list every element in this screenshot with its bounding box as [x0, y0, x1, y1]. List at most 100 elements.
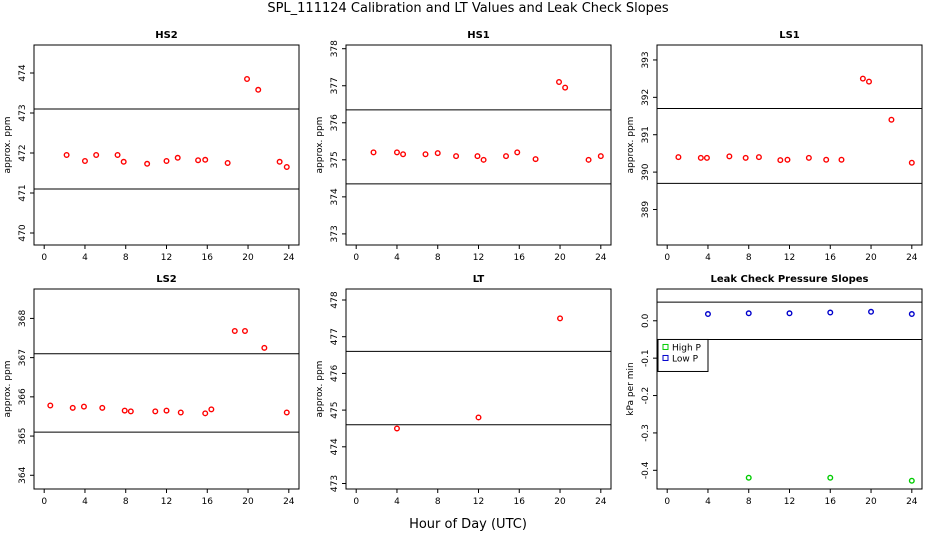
data-point	[121, 407, 128, 414]
x-tick-label: 20	[242, 497, 254, 507]
data-point	[276, 158, 283, 165]
x-tick-label: 8	[746, 497, 752, 507]
data-point	[453, 153, 460, 160]
x-tick-label: 16	[202, 497, 214, 507]
data-point	[202, 410, 209, 417]
data-point	[675, 154, 682, 161]
x-tick-label: 12	[784, 253, 795, 263]
plot-frame	[33, 44, 300, 246]
legend-marker	[662, 343, 669, 350]
x-tick-label: 16	[202, 253, 214, 263]
x-tick-label: 4	[82, 497, 88, 507]
data-point	[47, 402, 54, 409]
x-tick-label: 20	[554, 497, 566, 507]
y-tick-label: 374	[330, 188, 340, 205]
y-tick-label: 471	[18, 184, 28, 201]
data-point	[63, 151, 70, 158]
x-tick-label: 4	[705, 497, 711, 507]
data-point	[127, 408, 134, 415]
y-tick-label: -0.1	[641, 349, 651, 367]
y-tick-label: 475	[330, 402, 340, 419]
data-point	[697, 154, 704, 161]
y-tick-label: 474	[18, 64, 28, 81]
x-tick-label: 4	[394, 253, 400, 263]
panel-1: HS2 0 4 8 12 16 20 24 470 471 472 473 474 approx. ppm	[3, 30, 300, 263]
data-point	[202, 156, 209, 163]
data-point	[827, 309, 834, 316]
y-axis-label: approx. ppm	[315, 361, 325, 418]
y-tick-label: 391	[641, 126, 651, 143]
y-tick-label: 393	[641, 51, 651, 68]
y-tick-label: 473	[330, 475, 340, 492]
data-point	[163, 407, 170, 414]
y-tick-label: 368	[18, 310, 28, 327]
data-point	[585, 156, 592, 163]
data-point	[283, 409, 290, 416]
y-tick-label: 477	[330, 328, 340, 345]
plot-frame	[656, 44, 923, 246]
panel-title: HS2	[155, 30, 178, 41]
x-tick-label: 0	[41, 497, 47, 507]
x-tick-label: 8	[435, 253, 441, 263]
data-point	[81, 157, 88, 164]
x-tick-label: 20	[554, 253, 566, 263]
panel-2: HS1 0 4 8 12 16 20 24 373 374 375 376 377 378 approx. …	[315, 30, 612, 263]
x-tick-label: 8	[746, 253, 752, 263]
x-tick-label: 8	[123, 253, 129, 263]
x-tick-label: 16	[514, 253, 526, 263]
x-tick-label: 16	[825, 253, 837, 263]
x-tick-label: 24	[906, 253, 918, 263]
x-tick-label: 0	[664, 253, 670, 263]
plot-frame	[656, 288, 923, 490]
legend-entry: High P	[672, 343, 702, 353]
legend-marker	[662, 354, 669, 361]
data-point	[755, 154, 762, 161]
plot-frame	[345, 288, 612, 490]
data-point	[827, 474, 834, 481]
x-tick-label: 20	[865, 497, 877, 507]
y-tick-label: 373	[330, 225, 340, 242]
y-tick-label: 365	[18, 427, 28, 444]
y-tick-label: 366	[18, 388, 28, 405]
x-tick-label: 4	[705, 253, 711, 263]
data-point	[474, 153, 481, 160]
data-point	[152, 408, 159, 415]
data-point	[174, 154, 181, 161]
x-tick-label: 20	[242, 253, 254, 263]
x-tick-label: 8	[123, 497, 129, 507]
data-point	[69, 404, 76, 411]
data-point	[704, 311, 711, 318]
data-point	[866, 78, 873, 85]
x-tick-label: 16	[825, 497, 837, 507]
y-tick-label: 0.0	[641, 313, 651, 328]
data-point	[208, 406, 215, 413]
x-tick-label: 0	[353, 253, 359, 263]
data-point	[838, 156, 845, 163]
y-tick-label: 378	[330, 40, 340, 57]
data-point	[859, 75, 866, 82]
data-point	[777, 157, 784, 164]
x-tick-label: 12	[161, 497, 172, 507]
data-point	[224, 159, 231, 166]
data-point	[400, 151, 407, 158]
x-tick-label: 0	[41, 253, 47, 263]
x-tick-label: 16	[514, 497, 526, 507]
plot-frame	[345, 44, 612, 246]
data-point	[99, 404, 106, 411]
panel-title: Leak Check Pressure Slopes	[711, 274, 869, 285]
y-axis-label: approx. ppm	[3, 117, 13, 174]
data-point	[422, 151, 429, 158]
data-point	[393, 425, 400, 432]
y-tick-label: 376	[330, 114, 340, 131]
data-point	[261, 344, 268, 351]
data-point	[745, 310, 752, 317]
data-point	[908, 477, 915, 484]
data-point	[80, 403, 87, 410]
x-tick-label: 12	[161, 253, 172, 263]
x-tick-label: 8	[435, 497, 441, 507]
y-tick-label: -0.3	[641, 424, 651, 442]
page-title: SPL_111124 Calibration and LT Values and…	[267, 1, 669, 16]
panel-title: LS2	[156, 274, 177, 285]
data-point	[868, 308, 875, 315]
plot-frame	[33, 288, 300, 490]
